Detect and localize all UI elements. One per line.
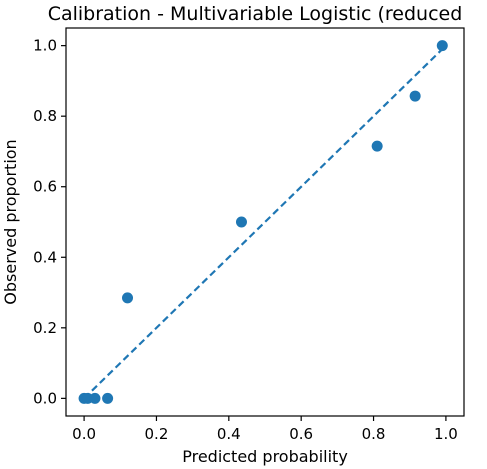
x-tick-label: 0.4 [217,425,241,443]
x-axis-label: Predicted probability [182,447,348,466]
reference-dashed-line [83,44,447,400]
data-point-5 [235,216,247,228]
data-point-7 [409,90,421,102]
y-tick-label: 0.4 [33,248,57,266]
data-point-8 [436,40,448,52]
x-tick-label: 1.0 [434,425,458,443]
x-tick-label: 0.8 [362,425,386,443]
x-tick-label: 0.0 [72,425,96,443]
y-axis-ticks: 0.0 0.2 0.4 0.6 0.8 1.0 [33,37,66,407]
x-axis-ticks: 0.0 0.2 0.4 0.6 0.8 1.0 [72,416,458,443]
data-point-3 [102,392,114,404]
y-tick-label: 0.8 [33,107,57,125]
chart-title: Calibration - Multivariable Logistic (re… [48,3,463,25]
y-tick-label: 0.6 [33,178,57,196]
y-tick-label: 0.2 [33,319,57,337]
y-axis-label: Observed proportion [1,139,20,304]
plot-content [78,40,448,404]
data-point-2 [89,392,101,404]
y-tick-label: 1.0 [33,37,57,55]
plot-frame [65,27,465,417]
x-tick-label: 0.6 [289,425,313,443]
y-tick-label: 0.0 [33,389,57,407]
data-point-4 [122,292,134,304]
x-tick-label: 0.2 [145,425,169,443]
data-point-6 [371,140,383,152]
